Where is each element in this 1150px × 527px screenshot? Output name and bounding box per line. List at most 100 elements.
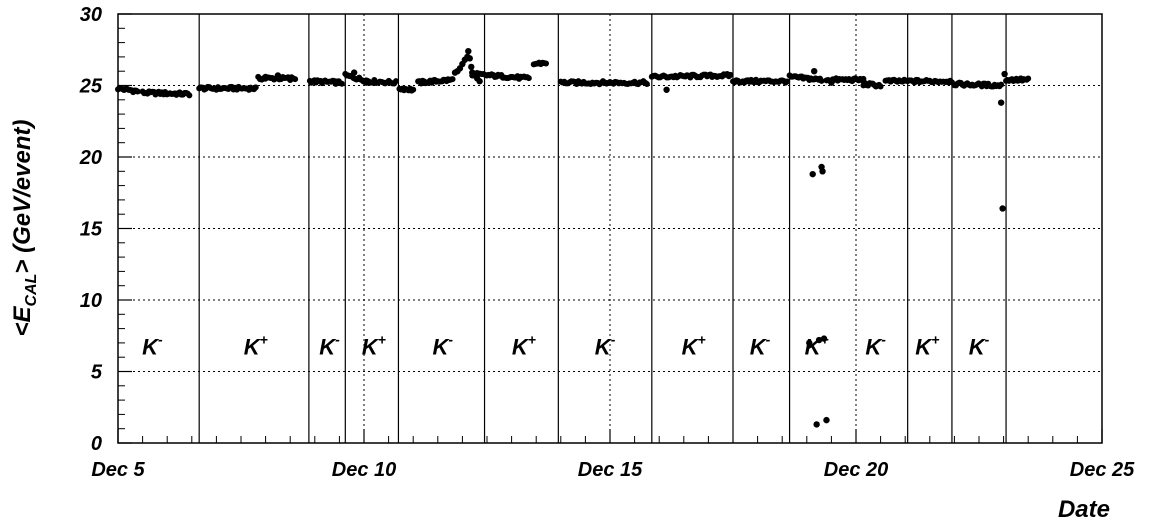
data-point [823, 416, 830, 424]
data-point [998, 81, 1005, 88]
run-label: K- [595, 331, 616, 359]
x-axis-title: Date [1058, 496, 1110, 523]
data-point [262, 73, 269, 81]
data-point [543, 60, 550, 67]
run-label: K+ [512, 331, 536, 359]
data-point [468, 63, 475, 71]
data-point [287, 76, 294, 83]
data-point [274, 72, 282, 79]
data-point [338, 80, 345, 87]
data-point [809, 170, 816, 178]
run-label-particle: K [915, 334, 933, 359]
y-tick-label: 15 [80, 219, 103, 241]
data-point [134, 88, 141, 95]
y-tick-label: 30 [80, 4, 102, 26]
data-point [997, 99, 1005, 106]
data-point [363, 79, 370, 86]
x-tick-label: Dec 20 [824, 459, 889, 481]
data-point [806, 339, 813, 347]
data-point [663, 86, 670, 93]
data-point [525, 75, 532, 82]
data-point [820, 335, 828, 342]
data-point [465, 47, 472, 55]
data-point [410, 86, 417, 93]
run-label-charge: + [931, 331, 939, 347]
data-point [815, 336, 823, 344]
run-label: K- [142, 331, 163, 359]
y-axis-title-close: > (GeV/event) [9, 120, 36, 274]
run-label: K- [969, 331, 990, 359]
run-label: K+ [244, 331, 268, 359]
data-point [818, 77, 825, 84]
y-tick-label: 5 [91, 362, 103, 384]
run-label-particle: K [805, 334, 823, 359]
data-point [643, 80, 650, 87]
y-axis-title: <ECAL> (GeV/event) [9, 120, 40, 337]
x-tick-label: Dec 5 [91, 459, 145, 481]
run-label-charge: - [335, 331, 340, 347]
data-point [476, 78, 483, 85]
run-label-particle: K [750, 334, 768, 359]
run-label-particle: K [595, 334, 613, 359]
data-point [1001, 70, 1008, 78]
run-label-charge: + [697, 331, 705, 347]
run-label: K- [750, 331, 771, 359]
run-label: K- [432, 331, 453, 359]
grid-lines [118, 14, 1102, 443]
run-label-charge: + [528, 331, 536, 347]
axis-ticks [117, 13, 1103, 444]
x-tick-label: Dec 15 [578, 459, 643, 481]
data-point [252, 84, 259, 91]
y-axis-title-sub: CAL [23, 274, 40, 307]
y-tick-labels: 0 5 10 15 20 25 30 [79, 4, 103, 455]
y-tick-label: 25 [79, 76, 103, 98]
run-label: K- [865, 331, 886, 359]
data-point [392, 78, 399, 85]
run-labels: K- K+ K- K+ K- K+ K- K+ K- K+ K- K+ K- [142, 331, 989, 359]
data-point [1025, 75, 1032, 82]
run-label-charge: - [985, 331, 990, 347]
run-label-particle: K [432, 334, 450, 359]
run-label: K- [319, 331, 340, 359]
run-label: K+ [682, 331, 706, 359]
run-label-charge: - [766, 331, 771, 347]
run-label-particle: K [244, 334, 262, 359]
data-point [828, 79, 835, 86]
data-point [877, 83, 884, 90]
x-tick-labels: Dec 5 Dec 10 Dec 15 Dec 20 Dec 25 [91, 459, 1135, 481]
y-tick-label: 0 [91, 433, 102, 455]
y-tick-label: 10 [80, 290, 102, 312]
x-tick-label: Dec 10 [332, 459, 397, 481]
run-label: K+ [915, 331, 939, 359]
run-label-charge: - [448, 331, 453, 347]
data-point [350, 69, 358, 76]
data-point [292, 76, 299, 83]
data-point [810, 68, 818, 75]
run-label-charge: + [820, 331, 828, 347]
x-tick-label: Dec 25 [1070, 459, 1135, 481]
run-label-charge: - [881, 331, 886, 347]
run-label-charge: - [158, 331, 163, 347]
run-label-charge: + [260, 331, 268, 347]
run-label-charge: - [611, 331, 616, 347]
y-tick-label: 20 [79, 147, 102, 169]
data-point [784, 78, 791, 85]
data-point [186, 92, 193, 99]
data-point [999, 205, 1006, 212]
run-label-particle: K [362, 334, 380, 359]
data-points [115, 47, 1032, 428]
run-label: K+ [362, 331, 386, 359]
data-point [819, 168, 826, 175]
run-label-charge: + [378, 331, 386, 347]
data-point [466, 55, 473, 62]
run-label-particle: K [319, 334, 337, 359]
run-label-particle: K [682, 334, 700, 359]
data-point [449, 76, 456, 83]
y-axis-title-open: <E [9, 305, 36, 336]
run-label-particle: K [865, 334, 883, 359]
run-label: K+ [805, 331, 829, 359]
run-label-particle: K [969, 334, 987, 359]
data-point [813, 421, 820, 428]
data-point [444, 76, 451, 83]
